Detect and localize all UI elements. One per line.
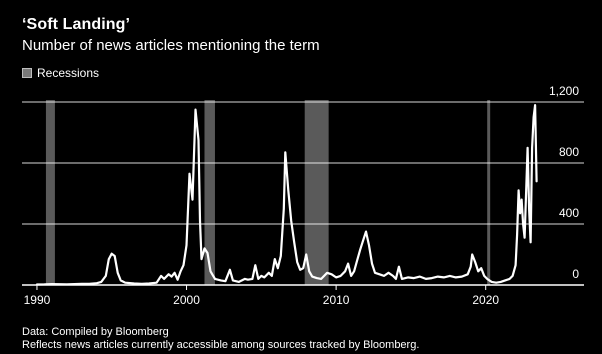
x-tick-label: 2000 xyxy=(173,293,200,307)
source-note: Data: Compiled by Bloomberg Reflects new… xyxy=(22,326,419,352)
note-line: Reflects news articles currently accessi… xyxy=(22,339,420,351)
y-tick-label: 400 xyxy=(559,206,579,220)
chart-subtitle: Number of news articles mentioning the t… xyxy=(22,37,320,54)
y-tick-label: 1,200 xyxy=(549,84,579,98)
x-tick-label: 2010 xyxy=(323,293,350,307)
y-tick-label: 0 xyxy=(572,267,579,281)
x-tick-label: 1990 xyxy=(24,293,51,307)
source-line: Data: Compiled by Bloomberg xyxy=(22,326,169,338)
y-axis: 0 400 800 1,200 xyxy=(549,84,579,281)
chart-title: ‘Soft Landing’ xyxy=(22,16,131,33)
recession-bands xyxy=(45,100,491,285)
recession-band-3 xyxy=(304,100,329,285)
series-line xyxy=(35,104,538,286)
gridlines xyxy=(22,101,584,286)
recession-swatch-icon xyxy=(22,68,32,78)
recession-band-4 xyxy=(487,100,491,285)
y-tick-label: 800 xyxy=(559,145,579,159)
x-axis: 1990 2000 2010 2020 xyxy=(24,285,499,307)
recession-band-2 xyxy=(204,100,215,285)
x-tick-label: 2020 xyxy=(472,293,499,307)
recession-band-1 xyxy=(45,100,55,285)
legend-label: Recessions xyxy=(37,66,100,80)
legend: Recessions xyxy=(22,66,99,80)
